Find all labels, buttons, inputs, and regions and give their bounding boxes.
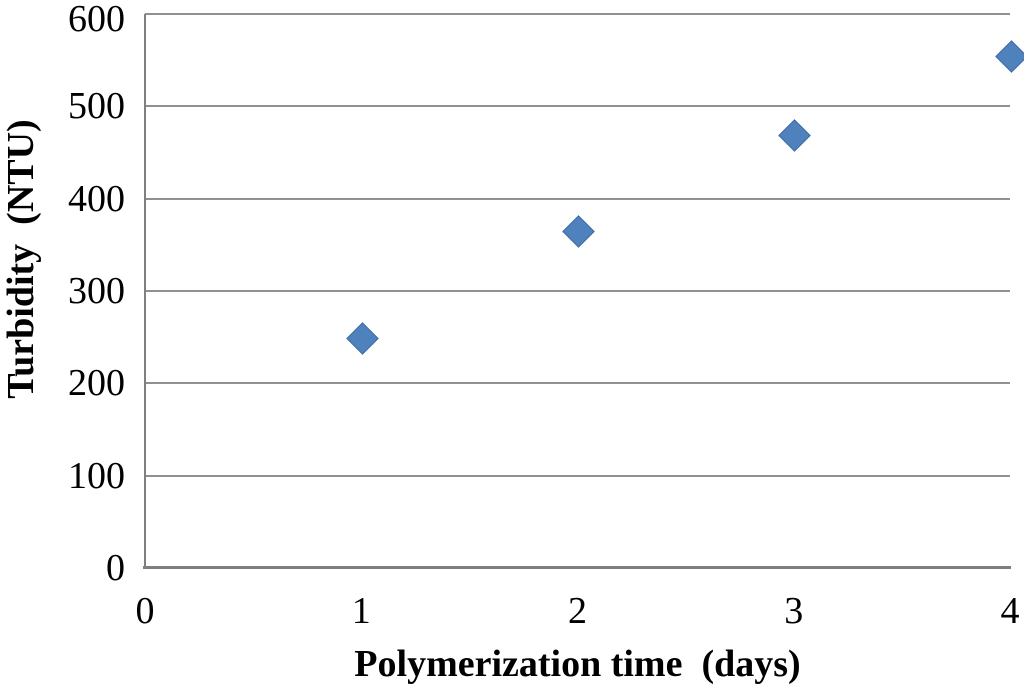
x-tick-label-2: 2: [568, 590, 587, 632]
y-tick-label-300: 300: [68, 270, 125, 312]
x-tick-label-0: 0: [135, 590, 155, 632]
gridline-y-100: [145, 474, 1010, 477]
data-point-3d: [778, 118, 812, 152]
x-tick-label-4: 4: [1000, 590, 1020, 632]
y-tick-label-0: 0: [106, 547, 125, 589]
gridline-y-400: [145, 197, 1010, 200]
y-axis-title: Turbidity (NTU): [0, 119, 42, 399]
y-tick-label-400: 400: [68, 177, 125, 220]
gridline-y-500: [145, 105, 1010, 108]
y-tick-label-500: 500: [68, 85, 125, 128]
x-tick-label-1: 1: [351, 590, 371, 632]
x-tick-label-3: 3: [784, 590, 804, 632]
y-tick-label-200: 200: [68, 362, 125, 405]
data-point-4d: [994, 40, 1024, 73]
gridline-y-200: [145, 382, 1010, 385]
x-axis-line: [143, 566, 1011, 569]
data-point-2d: [562, 215, 595, 249]
x-axis-title: Polymerization time (days): [354, 643, 801, 685]
y-axis-line: [144, 14, 146, 568]
data-point-1d: [345, 321, 379, 355]
y-tick-label-600: 600: [68, 0, 125, 40]
gridline-y-300: [145, 290, 1010, 292]
y-tick-label-100: 100: [68, 454, 125, 497]
gridline-y-600: [145, 13, 1010, 15]
